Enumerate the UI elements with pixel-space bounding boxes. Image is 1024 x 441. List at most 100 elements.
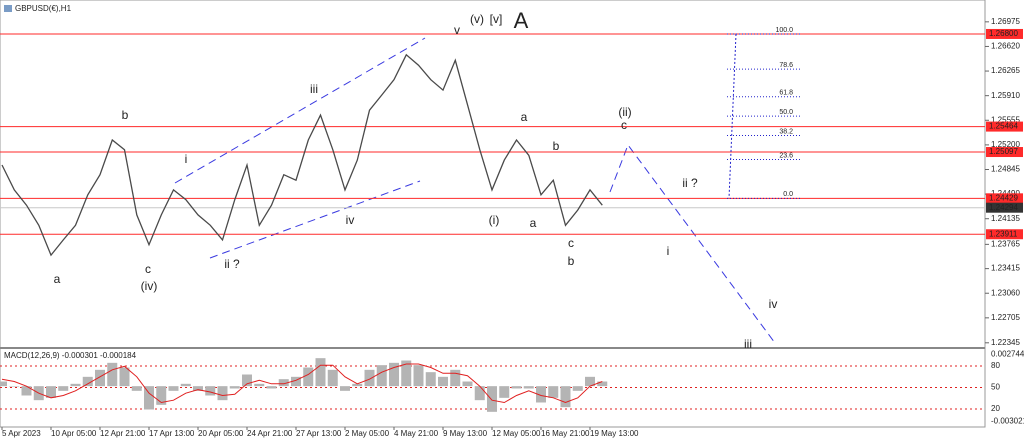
wave-label: iv — [769, 297, 778, 311]
wave-label: a — [54, 272, 61, 286]
macd-bar — [254, 383, 265, 387]
wave-label: A — [514, 8, 529, 33]
macd-bar — [376, 365, 387, 387]
x-tick-label: 2 May 05:00 — [345, 429, 390, 438]
y-tick-label: 1.26620 — [991, 42, 1020, 51]
macd-bar — [389, 362, 399, 387]
macd-bar — [438, 376, 448, 387]
y2-tick-label: 20 — [991, 404, 1000, 413]
macd-bar — [82, 376, 93, 387]
macd-bar — [278, 379, 289, 387]
macd-bar — [21, 386, 32, 396]
macd-bar — [523, 386, 534, 389]
price-level-box — [986, 28, 1023, 39]
wave-label: c — [145, 262, 151, 276]
x-tick-label: 10 Apr 05:00 — [51, 429, 97, 438]
fib-label: 50.0 — [779, 109, 793, 116]
macd-bar — [205, 386, 216, 396]
y-tick-label: 1.22705 — [991, 313, 1020, 322]
macd-bar — [156, 386, 167, 405]
fib-axis — [728, 33, 737, 199]
fib-label: 78.6 — [779, 62, 793, 69]
macd-bar — [119, 367, 130, 387]
macd-bar — [499, 386, 510, 398]
y-tick-label: -0.003021 — [991, 417, 1024, 426]
y2-tick-label: 50 — [991, 383, 1000, 392]
wave-label: i — [185, 152, 188, 166]
y2-tick-label: 80 — [991, 361, 1000, 370]
price-level-label: 1.24429 — [989, 193, 1018, 202]
fib-label: 23.6 — [779, 152, 793, 159]
wave-label: iii — [744, 337, 752, 351]
x-tick-label: 9 May 13:00 — [443, 429, 488, 438]
price-level-label: 1.23911 — [989, 229, 1018, 238]
y-tick-label: 1.24845 — [991, 165, 1020, 174]
wave-label: a — [530, 216, 537, 230]
macd-bar — [413, 365, 424, 387]
x-tick-label: 17 Apr 13:00 — [149, 429, 195, 438]
wave-label: c — [568, 236, 574, 250]
y-tick-label: 1.23765 — [991, 239, 1020, 248]
wave-label: b — [553, 139, 560, 153]
wave-label: v — [454, 23, 460, 37]
y-tick-label: 1.23060 — [991, 288, 1020, 297]
macd-bar — [144, 386, 154, 410]
x-tick-label: 5 Apr 2023 — [2, 429, 41, 438]
y-tick-label: 0.002744 — [991, 349, 1024, 358]
x-tick-label: 24 Apr 21:00 — [247, 429, 293, 438]
y-tick-label: 1.24135 — [991, 214, 1020, 223]
y-tick-label: 1.25910 — [991, 91, 1020, 100]
y-tick-label: 1.26265 — [991, 66, 1020, 75]
x-tick-label: 12 May 05:00 — [492, 429, 541, 438]
wave-label: i — [667, 244, 670, 258]
macd-bar — [168, 386, 179, 391]
macd-bar — [217, 386, 228, 401]
macd-bar — [131, 386, 142, 391]
macd-bar — [303, 367, 314, 387]
plot-frame — [0, 0, 986, 428]
x-tick-label: 12 Apr 21:00 — [100, 429, 146, 438]
wave-label: (iv) — [141, 279, 158, 293]
macd-bar — [364, 369, 375, 387]
macd-bar — [242, 374, 252, 387]
wave-label: (v) — [470, 12, 484, 26]
wave-label: iv — [346, 213, 355, 227]
price-level-box — [986, 121, 1023, 132]
wave-label: (ii) — [618, 105, 631, 119]
price-level-box — [986, 193, 1023, 204]
macd-bar — [291, 376, 301, 387]
macd-bar — [585, 376, 595, 387]
x-tick-label: 27 Apr 13:00 — [296, 429, 342, 438]
macd-bar — [572, 386, 583, 391]
macd-bar — [536, 386, 546, 403]
y-tick-label: 1.23415 — [991, 264, 1020, 273]
macd-bar — [0, 381, 7, 387]
wave-label: [v] — [490, 12, 503, 26]
macd-bar — [70, 383, 81, 387]
macd-bar — [352, 383, 363, 387]
macd-bar — [315, 358, 326, 387]
macd-bar — [597, 381, 608, 387]
fib-label: 61.8 — [779, 90, 793, 97]
y-tick-label: 1.22345 — [991, 338, 1020, 347]
macd-title: MACD(12,26,9) -0.000301 -0.000184 — [4, 351, 137, 360]
y-tick-label: 1.25555 — [991, 115, 1020, 124]
macd-bar — [450, 369, 461, 387]
wave-label: a — [521, 110, 528, 124]
macd-bar — [401, 360, 412, 387]
macd-bar — [180, 383, 191, 387]
macd-bar — [474, 386, 485, 401]
wave-label: c — [621, 118, 627, 132]
wave-label: ii ? — [682, 176, 698, 190]
symbol-title: GBPUSD(€),H1 — [15, 4, 72, 13]
macd-bar — [511, 386, 522, 389]
x-tick-label: 20 Apr 05:00 — [198, 429, 244, 438]
price-level-label: 1.25464 — [989, 122, 1018, 131]
macd-bar — [107, 362, 118, 387]
macd-bar — [266, 386, 277, 389]
macd-bar — [487, 386, 497, 412]
channel-lower — [209, 180, 421, 259]
channel-upper — [174, 37, 426, 184]
macd-bar — [548, 386, 559, 398]
